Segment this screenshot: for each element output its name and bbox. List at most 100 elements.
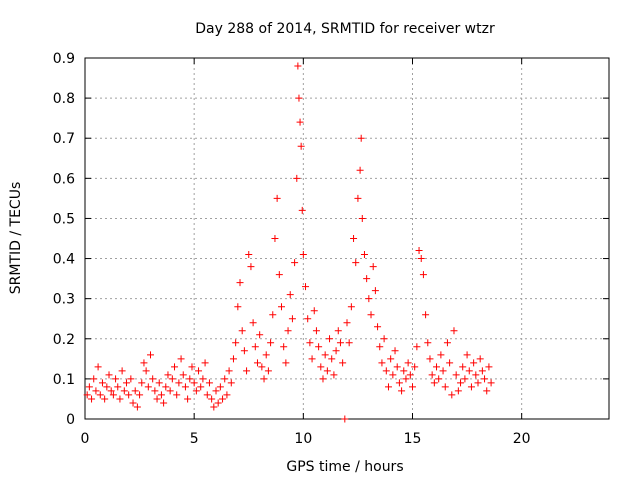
plot-frame bbox=[84, 57, 610, 420]
data-point bbox=[341, 415, 349, 423]
data-point bbox=[186, 375, 194, 383]
data-point bbox=[330, 371, 338, 379]
data-point bbox=[409, 383, 416, 391]
data-point bbox=[360, 251, 368, 259]
data-point bbox=[168, 375, 176, 383]
data-point bbox=[90, 375, 98, 383]
data-point bbox=[98, 379, 106, 387]
data-point bbox=[363, 275, 371, 283]
y-tick-label: 0.5 bbox=[53, 211, 75, 227]
y-tick-label: 0.8 bbox=[53, 91, 75, 107]
data-point bbox=[205, 379, 213, 387]
data-point bbox=[253, 359, 261, 367]
data-point bbox=[463, 351, 471, 359]
data-point bbox=[356, 166, 364, 174]
data-point bbox=[352, 259, 360, 267]
data-point bbox=[175, 379, 183, 387]
x-tick-label: 15 bbox=[404, 431, 422, 447]
data-point bbox=[474, 379, 482, 387]
data-point bbox=[103, 383, 111, 391]
data-point bbox=[288, 315, 296, 323]
data-point bbox=[326, 335, 334, 343]
x-axis-label: GPS time / hours bbox=[286, 459, 403, 475]
data-point bbox=[203, 391, 211, 399]
data-point bbox=[236, 279, 244, 287]
y-tick-label: 0.9 bbox=[53, 51, 75, 67]
x-tick-label: 0 bbox=[81, 431, 90, 447]
data-point bbox=[199, 375, 207, 383]
data-point bbox=[391, 347, 399, 355]
data-point bbox=[201, 359, 209, 367]
data-point bbox=[197, 383, 205, 391]
data-point bbox=[413, 343, 421, 351]
data-point bbox=[465, 367, 473, 375]
data-point bbox=[454, 387, 462, 395]
data-point bbox=[262, 351, 270, 359]
data-point bbox=[426, 355, 434, 363]
data-point bbox=[129, 399, 137, 407]
data-point bbox=[304, 315, 312, 323]
data-point bbox=[308, 355, 316, 363]
axis-ticks: 0 0.1 0.2 0.3 0.4 0.5 0.6 0.7 0.8 0.9 0 5 10 15 20 bbox=[53, 51, 609, 447]
data-point bbox=[441, 383, 449, 391]
data-point bbox=[240, 347, 248, 355]
data-point bbox=[339, 359, 347, 367]
data-point bbox=[249, 319, 257, 327]
data-point bbox=[347, 303, 355, 311]
data-point bbox=[264, 367, 272, 375]
data-point bbox=[328, 355, 336, 363]
data-point bbox=[151, 387, 159, 395]
data-point bbox=[188, 363, 196, 371]
data-point bbox=[153, 395, 161, 403]
data-point bbox=[415, 247, 423, 255]
data-point bbox=[109, 391, 117, 399]
y-tick-label: 0.4 bbox=[53, 252, 75, 268]
data-point bbox=[378, 359, 386, 367]
data-point bbox=[131, 387, 139, 395]
data-point bbox=[483, 387, 491, 395]
data-point bbox=[166, 387, 174, 395]
y-tick-label: 0.7 bbox=[53, 131, 75, 147]
data-point bbox=[227, 379, 235, 387]
data-point bbox=[306, 339, 314, 347]
data-point bbox=[323, 367, 331, 375]
data-point bbox=[298, 206, 306, 214]
data-point bbox=[382, 367, 390, 375]
data-point bbox=[238, 327, 246, 335]
data-point bbox=[406, 371, 414, 379]
data-point bbox=[144, 383, 152, 391]
data-point bbox=[114, 383, 122, 391]
data-point bbox=[446, 359, 454, 367]
data-point bbox=[435, 375, 443, 383]
data-point bbox=[295, 94, 303, 102]
data-point bbox=[428, 371, 436, 379]
data-point bbox=[387, 355, 395, 363]
data-point bbox=[293, 174, 301, 182]
data-point bbox=[476, 355, 484, 363]
data-point bbox=[357, 134, 365, 142]
data-point bbox=[107, 387, 115, 395]
data-point bbox=[251, 343, 259, 351]
data-point bbox=[138, 379, 146, 387]
data-point bbox=[430, 379, 438, 387]
data-point bbox=[122, 379, 130, 387]
y-tick-label: 0.1 bbox=[53, 372, 75, 388]
data-point bbox=[334, 327, 342, 335]
data-point bbox=[319, 375, 327, 383]
y-tick-label: 0.6 bbox=[53, 171, 75, 187]
data-point bbox=[459, 363, 467, 371]
data-point bbox=[140, 359, 148, 367]
data-point bbox=[478, 367, 486, 375]
data-point bbox=[112, 375, 120, 383]
data-point bbox=[332, 347, 340, 355]
data-point bbox=[105, 371, 113, 379]
data-point bbox=[294, 62, 302, 70]
data-point bbox=[302, 283, 310, 291]
data-point bbox=[461, 375, 469, 383]
data-point bbox=[439, 367, 447, 375]
data-point bbox=[212, 387, 220, 395]
data-point bbox=[411, 363, 419, 371]
x-tick-label: 10 bbox=[294, 431, 312, 447]
data-point bbox=[275, 271, 283, 279]
data-point bbox=[402, 375, 410, 383]
